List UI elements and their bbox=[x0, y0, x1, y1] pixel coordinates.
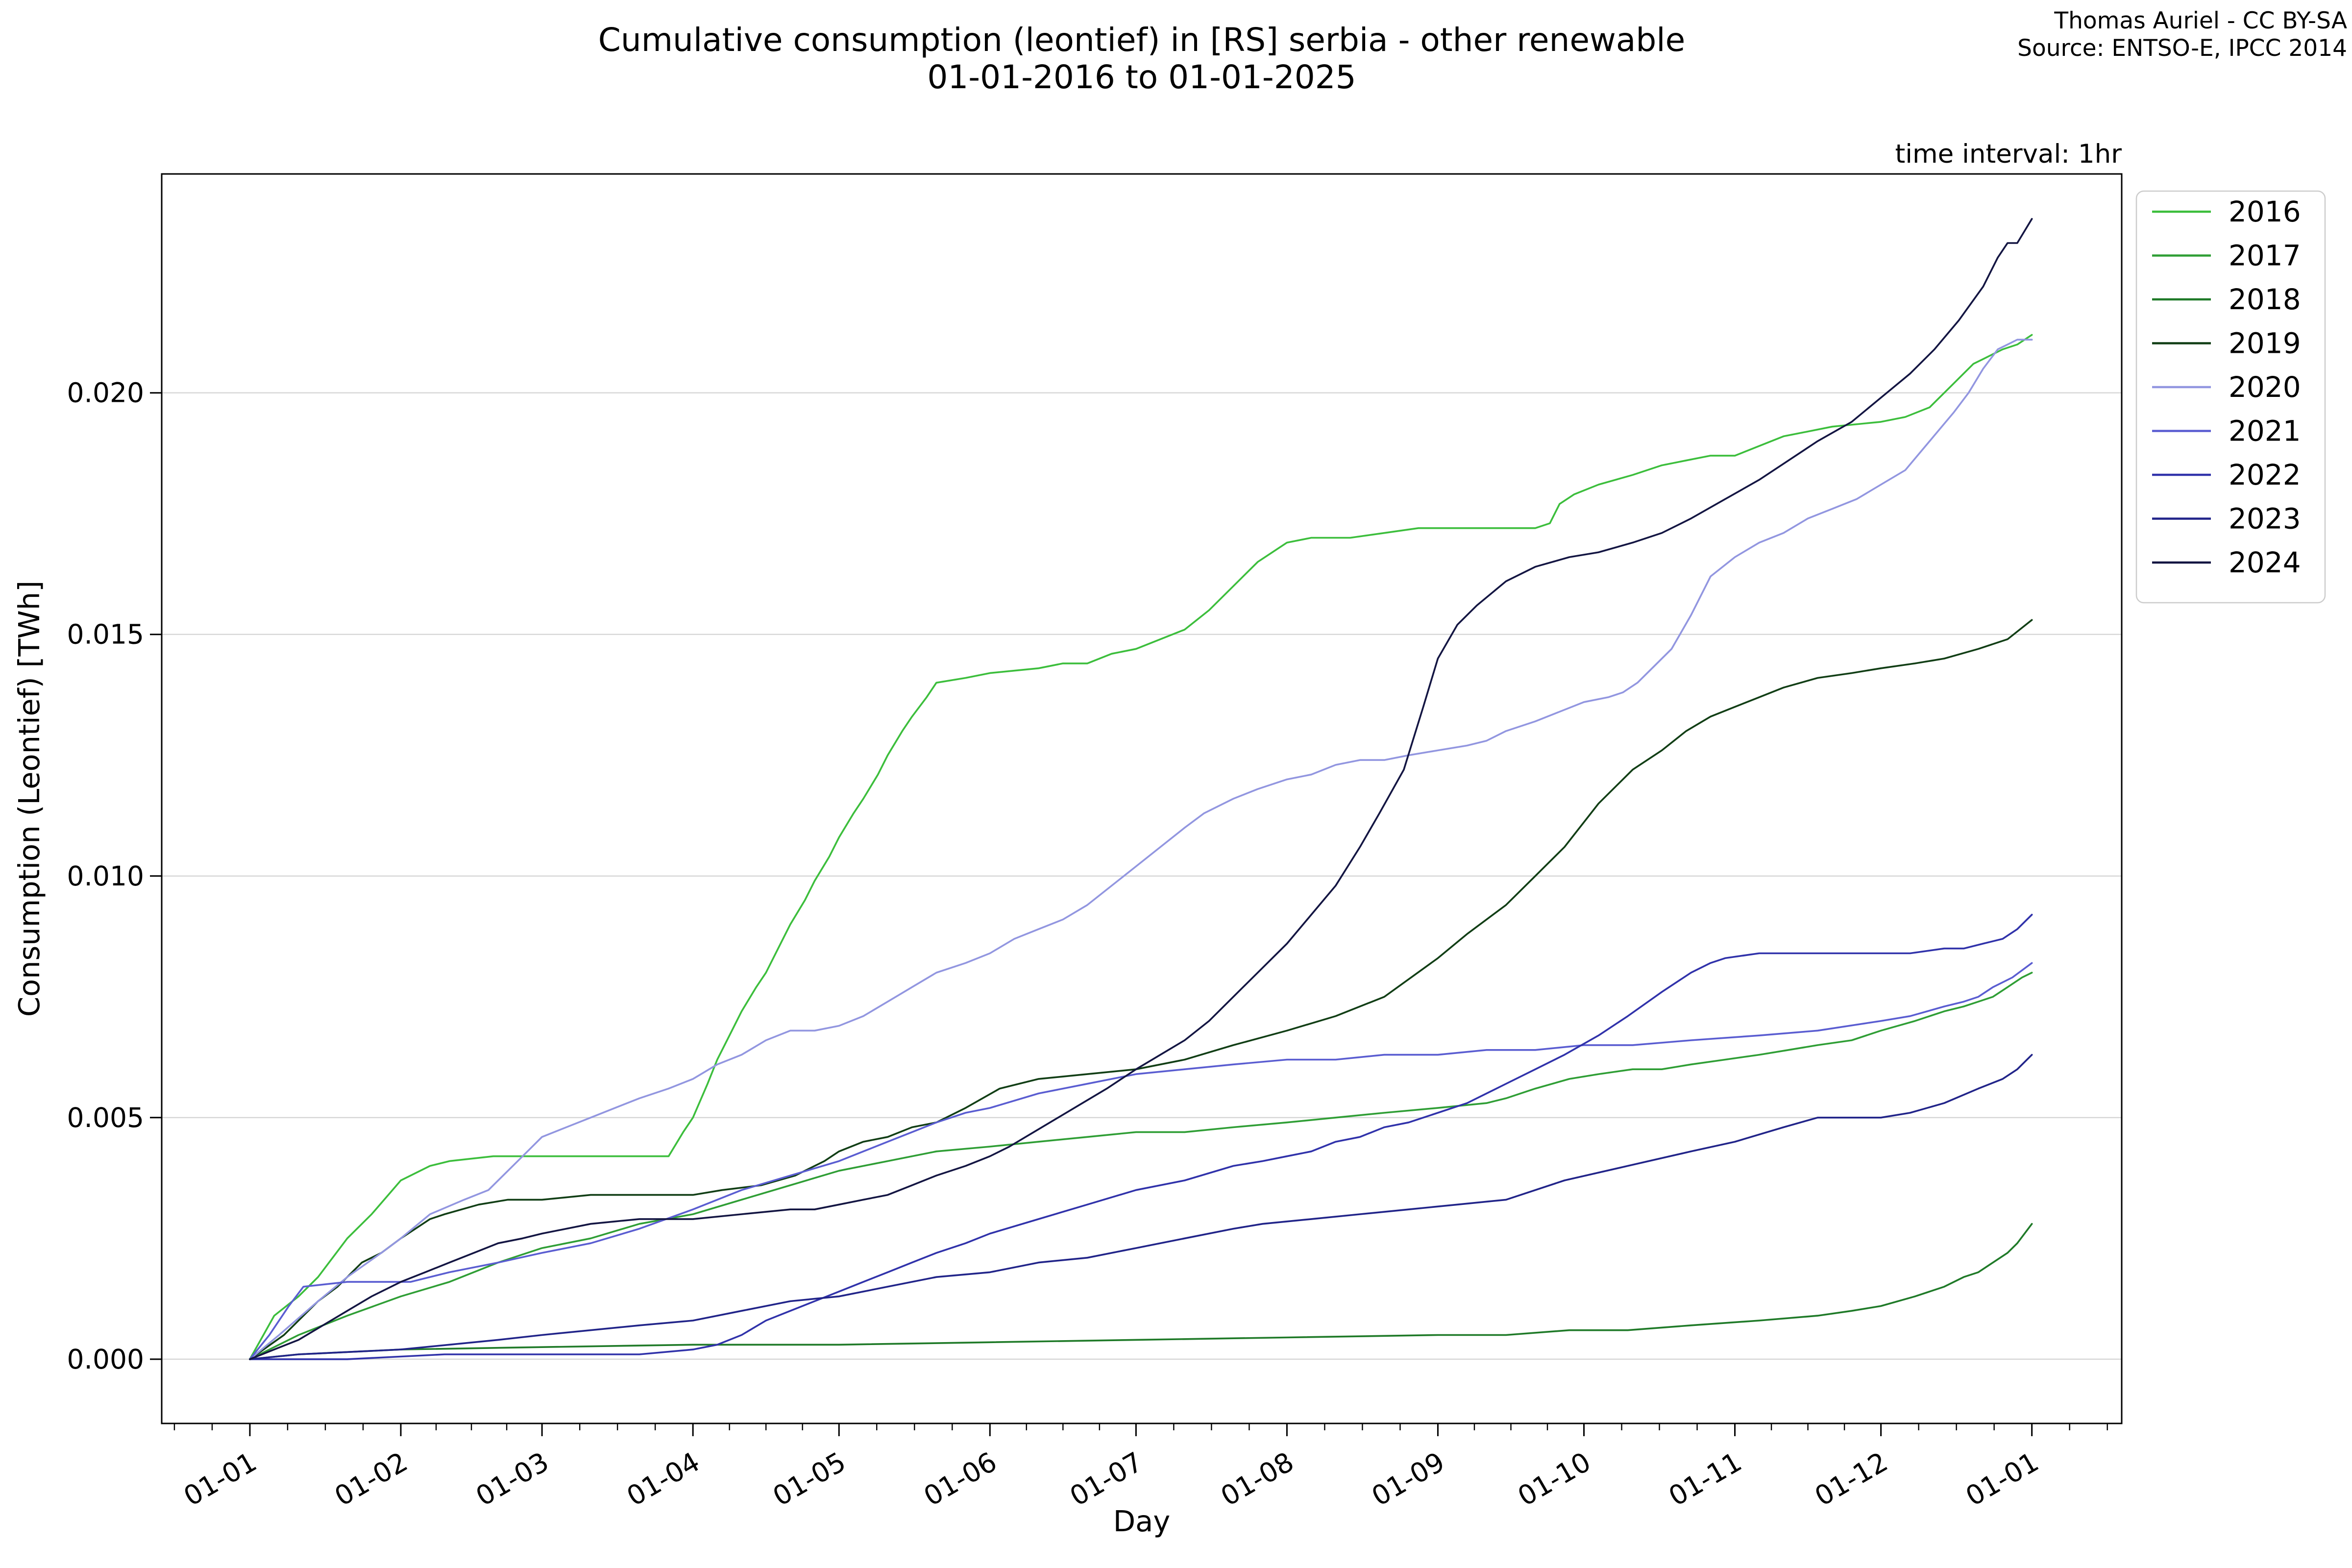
legend-label-2024: 2024 bbox=[2229, 546, 2301, 579]
legend-label-2020: 2020 bbox=[2229, 370, 2301, 404]
y-tick-label-0.020: 0.020 bbox=[67, 377, 144, 409]
x-tick-label-01-09-8: 01-09 bbox=[1367, 1446, 1450, 1512]
legend-label-2021: 2021 bbox=[2229, 415, 2301, 448]
legend-label-2018: 2018 bbox=[2229, 283, 2301, 316]
x-tick-label-01-12-11: 01-12 bbox=[1810, 1446, 1893, 1512]
x-axis-label: Day bbox=[1113, 1504, 1171, 1538]
y-tick-label-0.015: 0.015 bbox=[67, 619, 144, 650]
x-tick-label-01-10-9: 01-10 bbox=[1513, 1446, 1596, 1512]
y-tick-label-0.010: 0.010 bbox=[67, 860, 144, 892]
legend-label-2016: 2016 bbox=[2229, 195, 2301, 228]
series-line-2020 bbox=[249, 339, 2033, 1360]
x-tick-label-01-02-1: 01-02 bbox=[329, 1446, 413, 1512]
x-tick-label-01-07-6: 01-07 bbox=[1064, 1446, 1148, 1512]
series-line-2022 bbox=[249, 913, 2033, 1360]
legend: 2016 2017 2018 2019 2020 2021 2022 2023 2024 bbox=[2135, 190, 2326, 604]
legend-label-2019: 2019 bbox=[2229, 327, 2301, 360]
series-line-2023 bbox=[249, 1054, 2033, 1360]
time-interval-note: time interval: 1hr bbox=[1895, 139, 2122, 169]
series-line-2018 bbox=[249, 1223, 2033, 1360]
chart-title-line1: Cumulative consumption (leontief) in [RS… bbox=[598, 21, 1685, 59]
series-line-2019 bbox=[249, 619, 2033, 1360]
x-tick-label-01-06-5: 01-06 bbox=[918, 1446, 1002, 1512]
y-axis-ticks: 0.000 0.005 0.010 0.015 0.020 bbox=[67, 377, 162, 1375]
x-tick-label-01-11-10: 01-11 bbox=[1664, 1446, 1747, 1512]
series-lines bbox=[249, 218, 2033, 1360]
x-tick-label-01-01-12: 01-01 bbox=[1960, 1446, 2044, 1512]
x-tick-label-01-01-0: 01-01 bbox=[178, 1446, 262, 1512]
series-line-2017 bbox=[249, 972, 2033, 1360]
legend-label-2017: 2017 bbox=[2229, 239, 2301, 272]
credit-source: Source: ENTSO-E, IPCC 2014 bbox=[2017, 35, 2347, 62]
legend-label-2022: 2022 bbox=[2229, 458, 2301, 491]
y-tick-label-0.005: 0.005 bbox=[67, 1102, 144, 1133]
series-line-2016 bbox=[249, 334, 2033, 1360]
y-axis-label: Consumption (Leontief) [TWh] bbox=[12, 581, 46, 1017]
legend-box bbox=[2135, 190, 2326, 604]
x-tick-label-01-05-4: 01-05 bbox=[767, 1446, 851, 1512]
gridlines bbox=[162, 392, 2122, 1360]
x-tick-label-01-04-3: 01-04 bbox=[621, 1446, 705, 1512]
y-tick-label-0.000: 0.000 bbox=[67, 1344, 144, 1375]
chart-title-line2: 01-01-2016 to 01-01-2025 bbox=[927, 58, 1356, 96]
plot-frame bbox=[161, 173, 2123, 1424]
x-tick-label-01-08-7: 01-08 bbox=[1215, 1446, 1298, 1512]
x-tick-label-01-03-2: 01-03 bbox=[470, 1446, 554, 1512]
legend-label-2023: 2023 bbox=[2229, 502, 2301, 536]
credit-author: Thomas Auriel - CC BY-SA bbox=[2054, 7, 2347, 34]
x-axis-ticks: 01-01 01-02 01-03 01-04 01-05 01-06 01-07 01-08… bbox=[173, 1423, 2108, 1512]
series-line-2021 bbox=[249, 962, 2033, 1360]
series-line-2024 bbox=[249, 218, 2033, 1360]
